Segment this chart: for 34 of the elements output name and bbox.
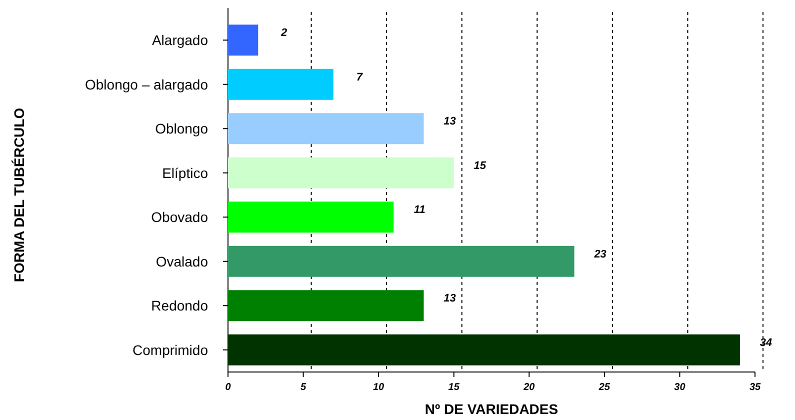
y-tick-label: Elíptico — [162, 164, 208, 181]
bar — [228, 290, 424, 322]
x-tick-label: 5 — [300, 382, 307, 393]
y-tick-label: Oblongo – alargado — [85, 76, 208, 92]
bar — [228, 24, 258, 56]
x-tick-label: 20 — [522, 382, 536, 393]
y-tick-label: Redondo — [151, 298, 208, 314]
x-tick-label: 25 — [598, 382, 610, 393]
x-axis-title: Nº DE VARIEDADES — [424, 401, 558, 417]
data-label: 15 — [474, 160, 487, 172]
data-label: 7 — [356, 71, 364, 84]
bar — [228, 246, 574, 277]
y-tick-label: Comprimido — [132, 342, 208, 358]
bar — [228, 334, 740, 366]
data-label: 23 — [593, 248, 606, 260]
bar — [228, 113, 424, 144]
y-tick-label: Alargado — [152, 32, 208, 48]
x-tick-label: 35 — [749, 382, 761, 393]
x-tick-label: 15 — [448, 382, 460, 393]
data-label: 11 — [414, 204, 426, 216]
data-label: 13 — [444, 292, 456, 305]
data-label: 34 — [760, 336, 772, 349]
y-tick-label: Obovado — [151, 209, 208, 226]
y-tick-label: Ovalado — [156, 253, 208, 270]
y-tick-label: Oblongo — [155, 120, 208, 137]
bar — [228, 202, 394, 233]
x-tick-label: 10 — [373, 382, 385, 393]
data-label: 13 — [444, 116, 456, 128]
bar — [228, 68, 334, 100]
x-tick-label: 0 — [225, 382, 232, 393]
bar — [228, 157, 454, 188]
y-axis-title: FORMA DEL TUBÉRCULO — [11, 108, 27, 282]
data-label: 2 — [280, 27, 288, 40]
x-tick-label: 30 — [674, 382, 686, 393]
